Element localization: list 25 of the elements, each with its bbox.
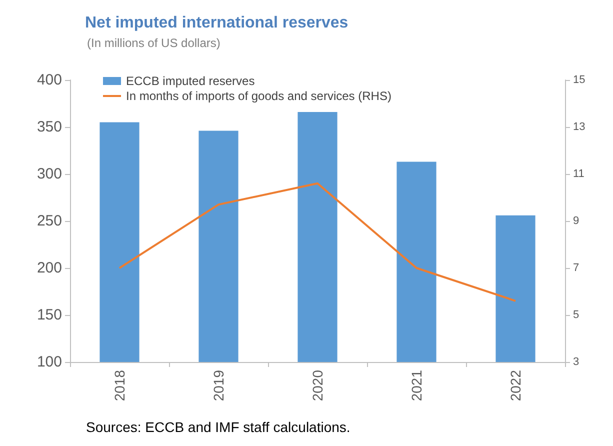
y-tick-label: 150 bbox=[36, 306, 62, 324]
chart-subtitle: (In millions of US dollars) bbox=[87, 36, 220, 50]
x-tick-label: 2021 bbox=[408, 370, 424, 402]
y2-tick-label: 7 bbox=[573, 262, 580, 274]
y-tick-label: 400 bbox=[36, 72, 62, 88]
y-tick-label: 250 bbox=[36, 212, 62, 230]
x-tick-label: 2019 bbox=[210, 370, 226, 402]
y-tick-label: 200 bbox=[36, 260, 62, 276]
y2-tick-label: 5 bbox=[573, 309, 580, 321]
legend-label: ECCB imputed reserves bbox=[126, 74, 255, 88]
y2-tick-label: 9 bbox=[573, 215, 580, 227]
y2-tick-label: 3 bbox=[573, 356, 580, 368]
y2-tick-label: 11 bbox=[573, 168, 584, 180]
x-tick-label: 2020 bbox=[310, 370, 326, 402]
y2-tick-label: 15 bbox=[573, 74, 586, 86]
legend-label: In months of imports of goods and services (RHS) bbox=[126, 89, 392, 103]
y-tick-label: 100 bbox=[36, 354, 62, 370]
x-tick-label: 2018 bbox=[112, 370, 128, 402]
line-series bbox=[118, 182, 516, 302]
source-note: Sources: ECCB and IMF staff calculations. bbox=[86, 419, 350, 435]
x-tick-label: 2022 bbox=[508, 370, 524, 402]
chart-title: Net imputed international reserves bbox=[85, 14, 348, 32]
y-tick-label: 300 bbox=[36, 166, 62, 182]
y-tick-label: 350 bbox=[36, 118, 62, 136]
y2-tick-label: 13 bbox=[573, 121, 586, 133]
